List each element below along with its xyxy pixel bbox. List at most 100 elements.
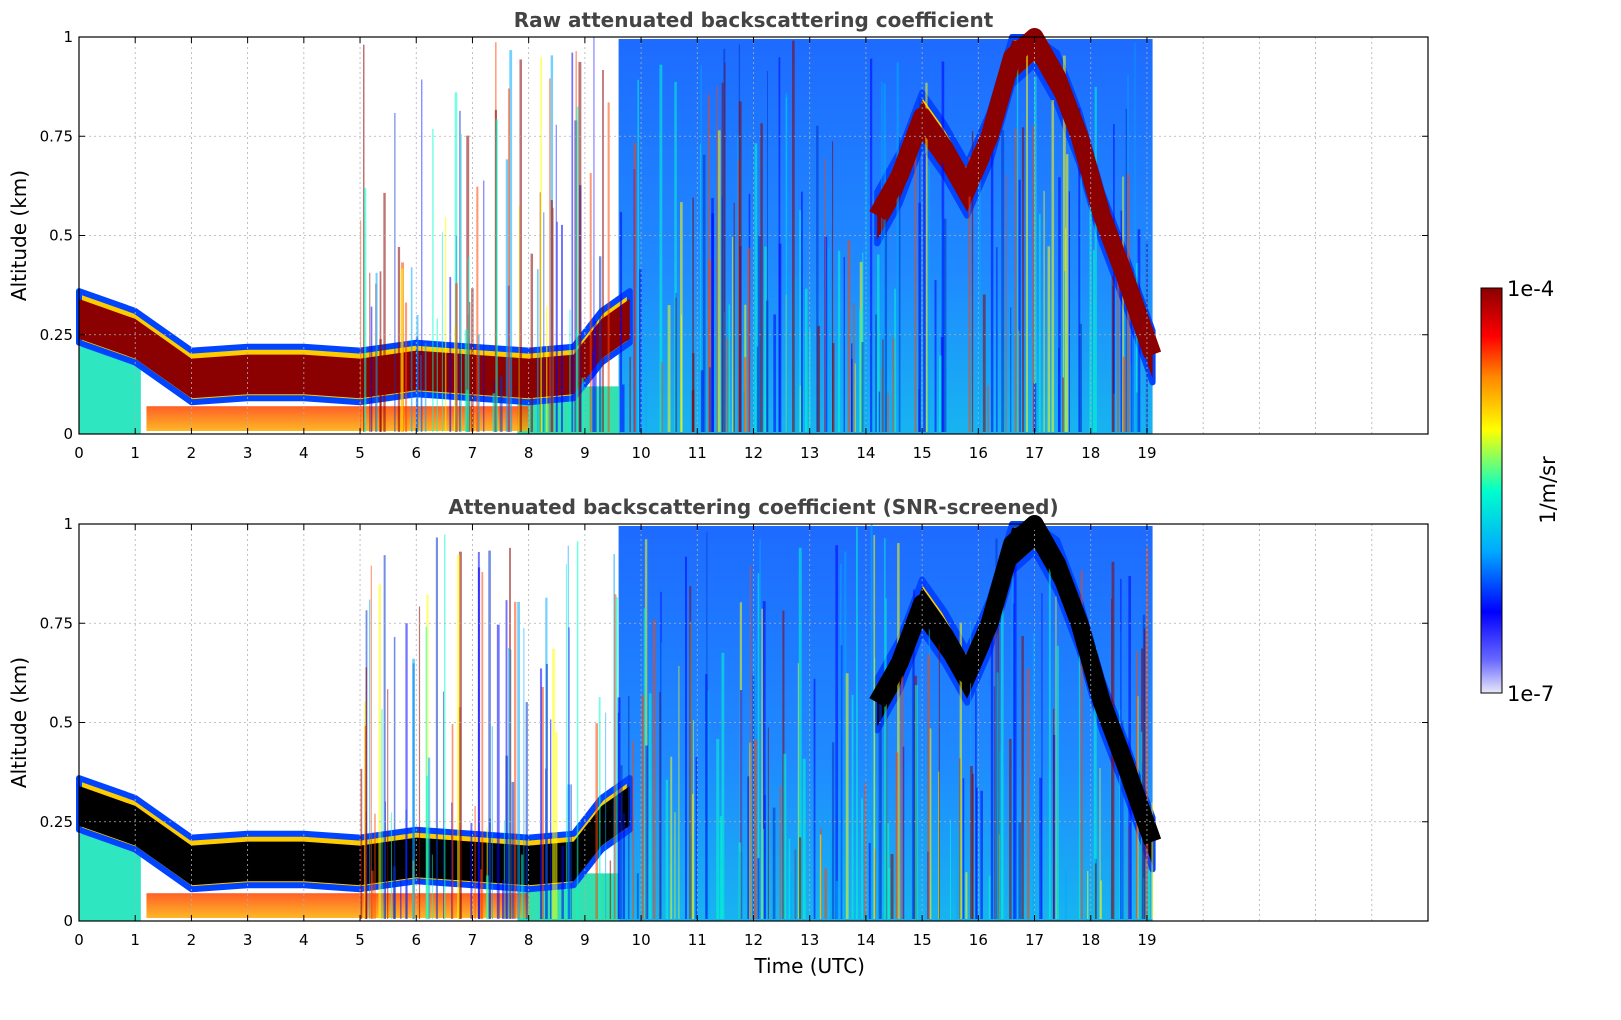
streak (629, 356, 631, 432)
streak (1011, 558, 1014, 919)
streak (702, 154, 706, 432)
streak (1021, 635, 1024, 919)
streak (764, 246, 767, 432)
streak (887, 823, 890, 919)
streak (1001, 130, 1005, 432)
streak (659, 64, 663, 432)
streak (870, 524, 873, 919)
streak (894, 288, 896, 432)
streak (799, 837, 802, 919)
streak (762, 828, 765, 919)
streak (1055, 596, 1057, 919)
streak (469, 302, 471, 432)
streak (878, 391, 881, 432)
streak (835, 880, 839, 919)
streak (990, 618, 994, 919)
x-tick-label: 19 (1137, 931, 1156, 949)
y-tick-label: 1 (63, 515, 73, 533)
streak (878, 676, 881, 919)
streak (383, 192, 386, 432)
streak (798, 547, 802, 919)
streak (492, 393, 496, 432)
streak (914, 685, 918, 919)
streak (431, 854, 433, 919)
x-tick-label: 15 (913, 931, 932, 949)
streak (613, 554, 615, 919)
streak (897, 543, 900, 919)
streak (645, 745, 649, 919)
streak (923, 153, 926, 432)
x-tick-label: 6 (411, 931, 421, 949)
streak (733, 202, 735, 432)
streak (405, 302, 408, 432)
x-tick-label: 10 (632, 444, 651, 462)
streak (819, 834, 822, 919)
streak (783, 753, 787, 919)
streak (381, 709, 383, 919)
streak (1079, 323, 1082, 432)
streak (1113, 124, 1115, 433)
streak (451, 724, 454, 919)
streak (576, 106, 579, 432)
streak (1056, 645, 1059, 919)
streak (692, 197, 694, 432)
streak (1026, 53, 1029, 432)
y-tick-label: 0.25 (40, 326, 73, 344)
panel-snr-screened: Attenuated backscattering coefficient (S… (7, 495, 1429, 978)
streak (530, 253, 534, 432)
streak (738, 101, 742, 432)
streak (892, 337, 895, 432)
x-tick-label: 12 (744, 444, 763, 462)
streak (400, 880, 402, 919)
streak (717, 130, 721, 432)
streak (731, 236, 734, 432)
streak (509, 50, 513, 433)
streak (832, 343, 835, 432)
streak (501, 880, 505, 919)
streak (690, 837, 693, 919)
streak (1143, 628, 1146, 919)
streak (1048, 565, 1051, 919)
streak (943, 218, 947, 432)
streak (864, 160, 868, 432)
x-tick-label: 18 (1081, 444, 1100, 462)
streak (859, 309, 862, 432)
streak (1047, 246, 1051, 432)
streak (661, 361, 663, 432)
y-tick-label: 1 (63, 28, 73, 46)
streak (799, 210, 801, 432)
streak (756, 346, 759, 432)
streak (882, 339, 884, 432)
streak (708, 259, 712, 432)
streak (1041, 593, 1043, 919)
streak (680, 202, 683, 432)
streak (426, 776, 429, 919)
streak (1080, 570, 1083, 919)
streak (1128, 575, 1132, 919)
streak (1038, 213, 1041, 432)
x-tick-label: 7 (468, 444, 478, 462)
streak (757, 573, 760, 919)
x-tick-label: 1 (130, 444, 140, 462)
streak (383, 555, 386, 919)
streak (929, 728, 932, 919)
streak (576, 541, 579, 919)
streak (900, 650, 904, 919)
streak (1122, 176, 1124, 432)
streak (1043, 190, 1045, 432)
streak (765, 300, 769, 432)
y-tick-label: 0 (63, 425, 73, 443)
streak (1039, 777, 1043, 919)
streak (845, 673, 849, 919)
streak (1051, 100, 1055, 432)
streak (550, 200, 553, 432)
streak (508, 647, 510, 919)
streak (934, 279, 937, 432)
y-tick-label: 0 (63, 912, 73, 930)
streak (480, 869, 483, 919)
streak (619, 211, 623, 432)
cloud-band (869, 28, 1162, 358)
streak (724, 62, 726, 433)
streak (378, 584, 381, 919)
streak (980, 790, 983, 919)
